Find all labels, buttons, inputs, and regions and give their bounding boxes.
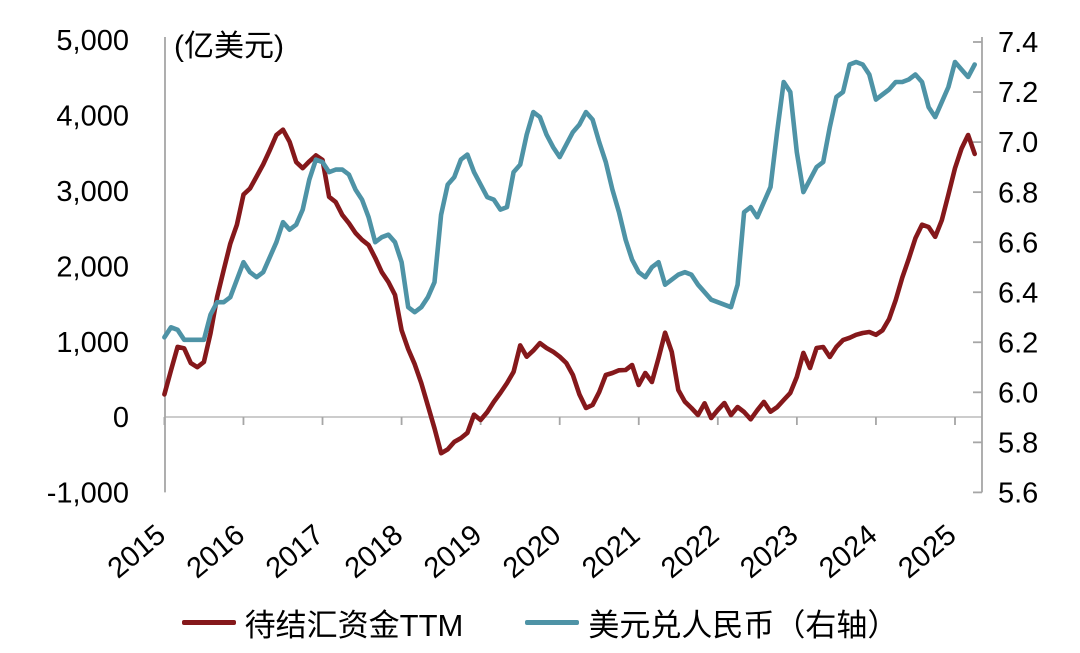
left-axis-unit-label: (亿美元) bbox=[174, 30, 284, 63]
x-axis-tick-label: 2024 bbox=[813, 519, 883, 585]
x-axis-tick-label: 2018 bbox=[339, 519, 409, 585]
left-axis-tick-label: 3,000 bbox=[56, 176, 129, 208]
x-axis-tick-label: 2020 bbox=[497, 519, 567, 585]
series-line-ttm bbox=[162, 127, 978, 456]
x-axis-tick-label: 2023 bbox=[734, 519, 804, 585]
series-line-usdcny bbox=[162, 59, 978, 343]
right-axis-tick-label: 6.8 bbox=[998, 177, 1038, 209]
legend-item-ttm: 待结汇资金TTM bbox=[181, 600, 464, 645]
left-axis-tick-label: -1,000 bbox=[47, 478, 129, 510]
legend-swatch-usdcny-icon bbox=[525, 619, 580, 625]
legend-item-usdcny: 美元兑人民币（右轴） bbox=[525, 600, 898, 645]
legend-label-usdcny: 美元兑人民币（右轴） bbox=[588, 607, 899, 643]
left-axis-tick-label: 1,000 bbox=[56, 327, 129, 359]
right-axis-tick-label: 7.0 bbox=[998, 127, 1038, 159]
chart-legend: 待结汇资金TTM 美元兑人民币（右轴） bbox=[0, 597, 1080, 647]
right-axis-tick-label: 6.0 bbox=[998, 377, 1038, 409]
x-axis-tick-label: 2025 bbox=[893, 519, 963, 585]
right-axis-tick-label: 5.6 bbox=[998, 478, 1038, 510]
right-axis-tick-label: 6.2 bbox=[998, 327, 1038, 359]
left-axis-tick-label: 5,000 bbox=[56, 25, 129, 57]
x-axis-tick-label: 2021 bbox=[576, 519, 646, 585]
x-axis-tick-label: 2016 bbox=[181, 519, 251, 585]
right-axis-tick-label: 7.4 bbox=[998, 27, 1038, 59]
right-axis-tick-label: 6.4 bbox=[998, 277, 1038, 309]
left-axis-tick-label: 2,000 bbox=[56, 251, 129, 283]
legend-label-ttm: 待结汇资金TTM bbox=[244, 607, 464, 643]
x-axis-tick-label: 2019 bbox=[418, 519, 488, 585]
chart-canvas: 2015 2016 2017 2018 2019 2020 2021 2022 2023 2024… bbox=[47, 25, 1039, 585]
x-axis-tick-label: 2017 bbox=[260, 519, 330, 585]
right-axis-tick-label: 6.6 bbox=[998, 227, 1038, 259]
x-axis-tick-label: 2022 bbox=[655, 519, 725, 585]
left-axis-tick-label: 4,000 bbox=[56, 101, 129, 133]
legend-swatch-ttm-icon bbox=[181, 619, 236, 625]
right-axis-tick-label: 5.8 bbox=[998, 428, 1038, 460]
right-axis-tick-label: 7.2 bbox=[998, 77, 1038, 109]
x-axis-tick-label: 2015 bbox=[102, 519, 172, 585]
left-axis-tick-label: 0 bbox=[113, 402, 129, 434]
